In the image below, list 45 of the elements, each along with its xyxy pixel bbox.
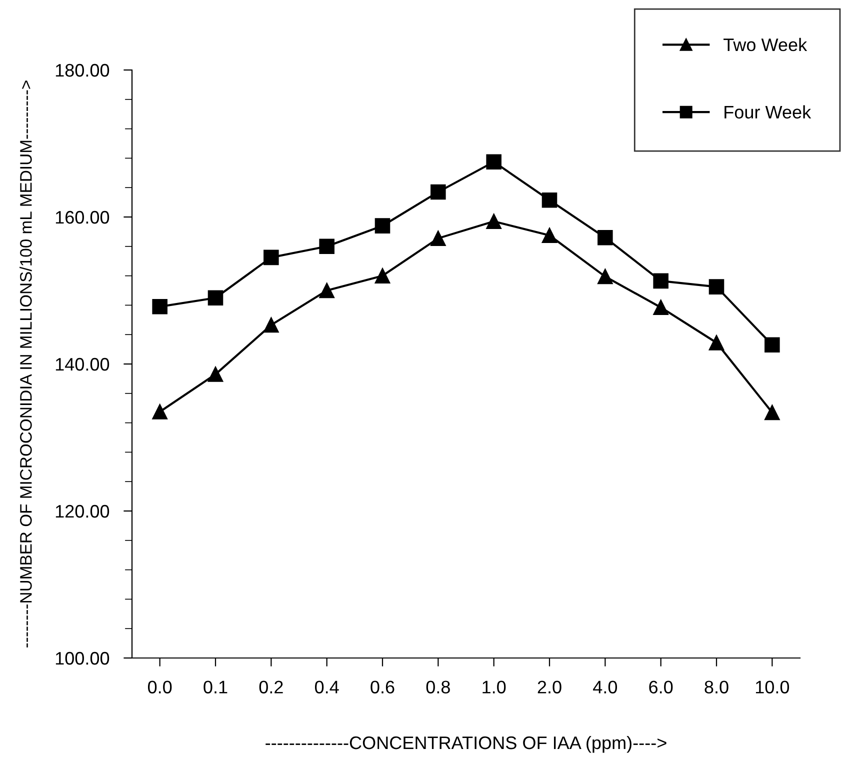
point [653,273,668,289]
y-tick-label: 180.00 [56,64,110,77]
point [708,335,724,350]
point [374,268,390,284]
y-axis-title: --------NUMBER OF MICROCONIDIA IN MILLIONS/100 mL MEDIUM---------> [20,80,32,648]
legend-label: Four Week [724,105,812,119]
x-tick-label: 4.0 [593,680,618,694]
y-tick-label: 120.00 [56,504,110,518]
y-tick-label: 140.00 [56,358,110,371]
point [598,268,613,284]
point [208,290,224,306]
point [708,279,724,294]
x-tick-label: 0.6 [370,680,394,694]
y-tick-label: 100.00 [56,652,110,665]
point [598,230,613,246]
x-tick-label: 8.0 [704,680,728,694]
point [542,228,558,244]
point [152,299,168,314]
point [264,317,279,333]
point [430,184,446,200]
x-axis-title: --------------CONCENTRATIONS OF IAA (ppm)----> [266,736,666,753]
x-tick-label: 0.1 [204,680,228,694]
point [430,230,446,246]
point [486,154,502,170]
x-tick-label: 0.4 [314,680,339,694]
point [152,404,168,420]
point [374,218,390,234]
point [764,404,780,420]
x-tick-label: 0.0 [148,680,172,694]
x-tick-label: 6.0 [649,680,673,694]
point [208,366,224,382]
point [542,192,558,208]
x-tick-label: 10.0 [756,680,790,694]
x-tick-label: 0.8 [426,680,450,694]
point [264,250,279,266]
legend-label: Two Week [724,38,808,52]
point [319,238,334,254]
x-tick-label: 0.2 [259,680,283,694]
point [653,300,668,316]
x-tick-label: 1.0 [482,680,506,694]
x-tick-label: 2.0 [538,680,562,694]
y-tick-label: 160.00 [56,210,110,224]
point [486,214,502,230]
point [319,282,334,298]
point [764,337,780,353]
